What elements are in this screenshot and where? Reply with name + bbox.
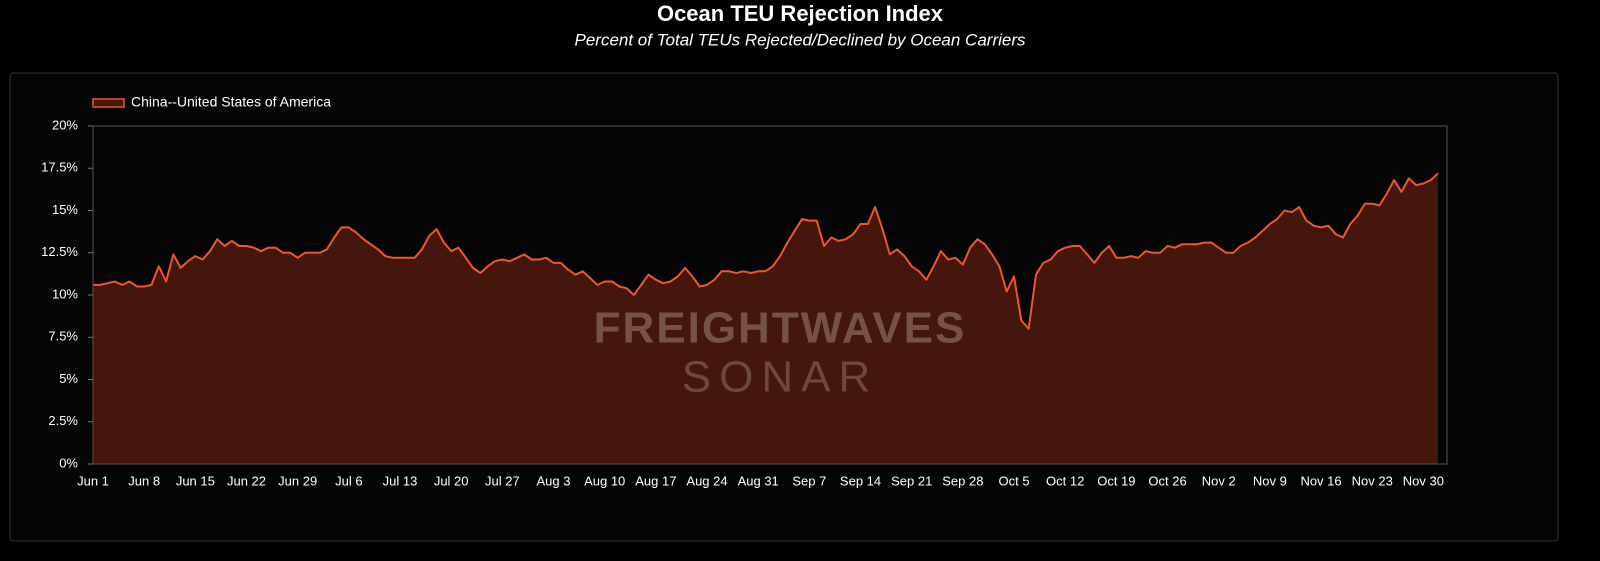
y-tick-label: 0% bbox=[59, 455, 78, 470]
y-tick-label: 17.5% bbox=[41, 160, 78, 175]
watermark: SONAR bbox=[682, 353, 878, 402]
x-tick-label: Aug 17 bbox=[635, 473, 676, 488]
legend-label: China--United States of America bbox=[131, 94, 331, 110]
x-tick-label: Jun 8 bbox=[128, 473, 160, 488]
line bbox=[93, 172, 1439, 330]
watermark: FREIGHTWAVES bbox=[594, 304, 967, 353]
chart-title: Ocean TEU Rejection Index bbox=[657, 1, 944, 26]
x-tick-label: Oct 12 bbox=[1046, 473, 1084, 488]
y-tick-label: 12.5% bbox=[41, 244, 78, 259]
y-tick-label: 20% bbox=[52, 117, 78, 132]
x-tick-label: Jul 20 bbox=[434, 473, 469, 488]
legend-swatch bbox=[92, 98, 125, 108]
y-tick-label: 7.5% bbox=[48, 329, 78, 344]
x-tick-label: Oct 19 bbox=[1097, 473, 1135, 488]
x-tick-label: Nov 30 bbox=[1403, 473, 1444, 488]
x-tick-label: Sep 21 bbox=[891, 473, 932, 488]
y-tick-label: 15% bbox=[52, 202, 78, 217]
plot-frame bbox=[92, 125, 1448, 465]
x-tick-label: Aug 24 bbox=[686, 473, 727, 488]
x-tick-label: Jun 29 bbox=[278, 473, 317, 488]
x-tick-label: Oct 5 bbox=[998, 473, 1029, 488]
y-tick-label: 5% bbox=[59, 371, 78, 386]
x-tick-label: Jun 1 bbox=[77, 473, 109, 488]
x-tick-label: Nov 23 bbox=[1352, 473, 1393, 488]
y-tick-label: 10% bbox=[52, 286, 78, 301]
x-tick-label: Sep 14 bbox=[840, 473, 881, 488]
x-tick-label: Jun 22 bbox=[227, 473, 266, 488]
x-tick-label: Nov 2 bbox=[1202, 473, 1236, 488]
x-tick-label: Aug 3 bbox=[537, 473, 571, 488]
chart-subtitle: Percent of Total TEUs Rejected/Declined … bbox=[574, 30, 1026, 49]
x-tick-label: Jul 13 bbox=[383, 473, 418, 488]
x-tick-label: Sep 7 bbox=[792, 473, 826, 488]
x-tick-label: Aug 31 bbox=[738, 473, 779, 488]
x-tick-label: Sep 28 bbox=[942, 473, 983, 488]
x-tick-label: Jun 15 bbox=[176, 473, 215, 488]
x-tick-label: Jul 6 bbox=[335, 473, 362, 488]
x-tick-label: Nov 9 bbox=[1253, 473, 1287, 488]
x-tick-label: Aug 10 bbox=[584, 473, 625, 488]
x-tick-label: Nov 16 bbox=[1300, 473, 1341, 488]
x-tick-label: Jul 27 bbox=[485, 473, 520, 488]
area bbox=[93, 173, 1438, 465]
y-tick-label: 2.5% bbox=[48, 413, 78, 428]
x-tick-label: Oct 26 bbox=[1148, 473, 1186, 488]
